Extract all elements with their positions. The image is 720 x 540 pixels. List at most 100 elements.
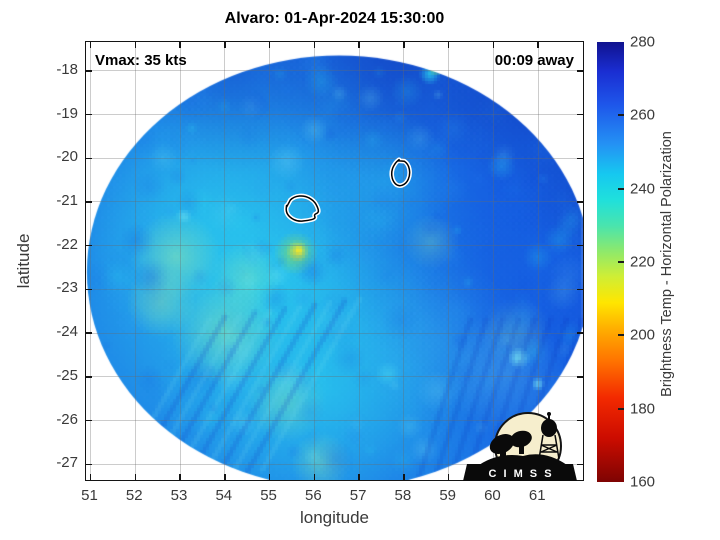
x-tick-bottom [313,474,316,480]
y-tick-right [577,244,583,247]
x-tick-bottom [224,474,226,480]
colorbar-tick-label: 180 [630,400,656,418]
x-tick-bottom [403,474,405,480]
y-tick-left [86,376,92,378]
y-gridline [86,420,583,422]
x-gridline [537,42,539,480]
x-gridline [492,42,494,480]
x-gridline [89,42,91,480]
x-gridline [403,42,405,480]
x-gridline [448,42,450,480]
plot-area: Vmax: 35 kts 00:09 away [85,41,584,481]
y-tick-right [577,376,583,378]
colorbar-tick [618,187,624,190]
y-tick-right [577,113,583,116]
y-tick-right [577,157,583,160]
colorbar-tick-label: 220 [630,253,656,271]
x-tick-bottom [89,474,92,480]
x-gridline [358,42,360,480]
y-tick-label: -25 [56,366,78,384]
y-tick-left [86,332,92,334]
x-tick-label: 57 [349,487,367,504]
y-tick-label: -18 [56,60,78,78]
colorbar-tick [618,261,624,263]
colorbar-tick-label: 160 [630,473,656,491]
cimss-banner [463,464,577,481]
x-gridline [224,42,226,480]
x-tick-top [358,42,360,48]
y-gridline [86,70,583,72]
y-tick-left [86,244,92,247]
x-tick-bottom [268,474,271,480]
colorbar: Brightness Temp - Horizontal Polarizatio… [597,34,720,491]
colorbar-tick [618,407,624,410]
y-tick-label: -27 [56,454,78,472]
storm-center-contour [390,158,411,187]
x-tick-label: 51 [81,487,98,504]
y-tick-left [86,157,92,160]
y-tick-left [86,70,92,72]
x-tick-top [224,42,226,48]
x-tick-top [492,42,495,48]
colorbar-tick-label: 200 [630,326,656,344]
y-tick-right [577,463,583,465]
x-tick-top [537,42,539,48]
y-tick-label: -20 [56,148,78,166]
x-tick-bottom [358,474,360,480]
y-tick-right [577,332,583,334]
y-gridline [86,114,583,116]
x-tick-label: 59 [439,487,457,504]
x-tick-top [313,42,316,48]
y-tick-left [86,288,92,291]
x-tick-label: 58 [394,487,412,504]
y-tick-label: -19 [56,104,78,122]
x-axis-label: longitude [299,508,369,527]
y-gridline [86,463,583,465]
x-tick-label: 61 [528,487,546,504]
y-tick-left [86,419,92,422]
x-tick-top [134,42,136,48]
satellite-swath-image [86,42,583,480]
storm-center-contour [285,195,320,222]
y-tick-label: -22 [56,235,78,253]
y-tick-label: -24 [56,323,78,341]
plot-title: Alvaro: 01-Apr-2024 15:30:00 [224,10,445,27]
cimss-banner-text: C I M S S [488,468,553,480]
y-gridline [86,332,583,334]
x-tick-label: 60 [484,487,501,504]
x-tick-top [447,42,450,48]
x-gridline [269,42,271,480]
y-tick-left [86,201,92,203]
y-tick-right [577,419,583,422]
x-gridline [134,42,136,480]
y-tick-right [577,201,583,203]
x-tick-top [89,42,92,48]
colorbar-tick-label: 260 [630,106,656,124]
colorbar-tick-label: 280 [630,33,656,51]
y-gridline [86,201,583,203]
y-tick-right [577,70,583,72]
y-gridline [86,245,583,247]
x-gridline [313,42,315,480]
x-tick-label: 53 [170,487,188,504]
cimss-logo: C I M S S [463,412,577,481]
x-tick-label: 54 [215,487,233,504]
x-tick-label: 52 [125,487,143,504]
vmax-label: Vmax: 35 kts [95,52,187,69]
y-gridline [86,288,583,290]
x-tick-bottom [134,474,136,480]
colorbar-tick-label: 240 [630,180,656,198]
x-tick-bottom [179,474,181,480]
colorbar-tick [618,334,624,337]
y-tick-right [577,288,583,291]
y-tick-label: -23 [56,279,78,297]
y-gridline [86,376,583,378]
x-tick-top [403,42,405,48]
x-tick-top [268,42,271,48]
y-tick-left [86,463,92,465]
y-tick-label: -21 [56,191,78,209]
x-tick-top [179,42,181,48]
x-tick-label: 56 [305,487,322,504]
y-gridline [86,157,583,159]
